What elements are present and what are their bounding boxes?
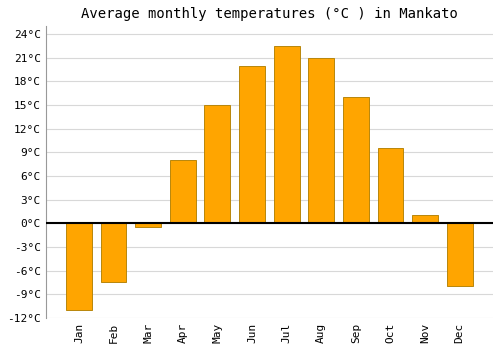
Bar bbox=[204, 105, 231, 223]
Bar bbox=[412, 216, 438, 223]
Bar bbox=[343, 97, 369, 223]
Bar bbox=[378, 148, 404, 223]
Bar bbox=[274, 46, 299, 223]
Bar bbox=[66, 223, 92, 310]
Bar bbox=[446, 223, 472, 286]
Bar bbox=[100, 223, 126, 282]
Bar bbox=[170, 160, 196, 223]
Bar bbox=[308, 58, 334, 223]
Bar bbox=[239, 66, 265, 223]
Bar bbox=[135, 223, 161, 227]
Title: Average monthly temperatures (°C ) in Mankato: Average monthly temperatures (°C ) in Ma… bbox=[81, 7, 458, 21]
